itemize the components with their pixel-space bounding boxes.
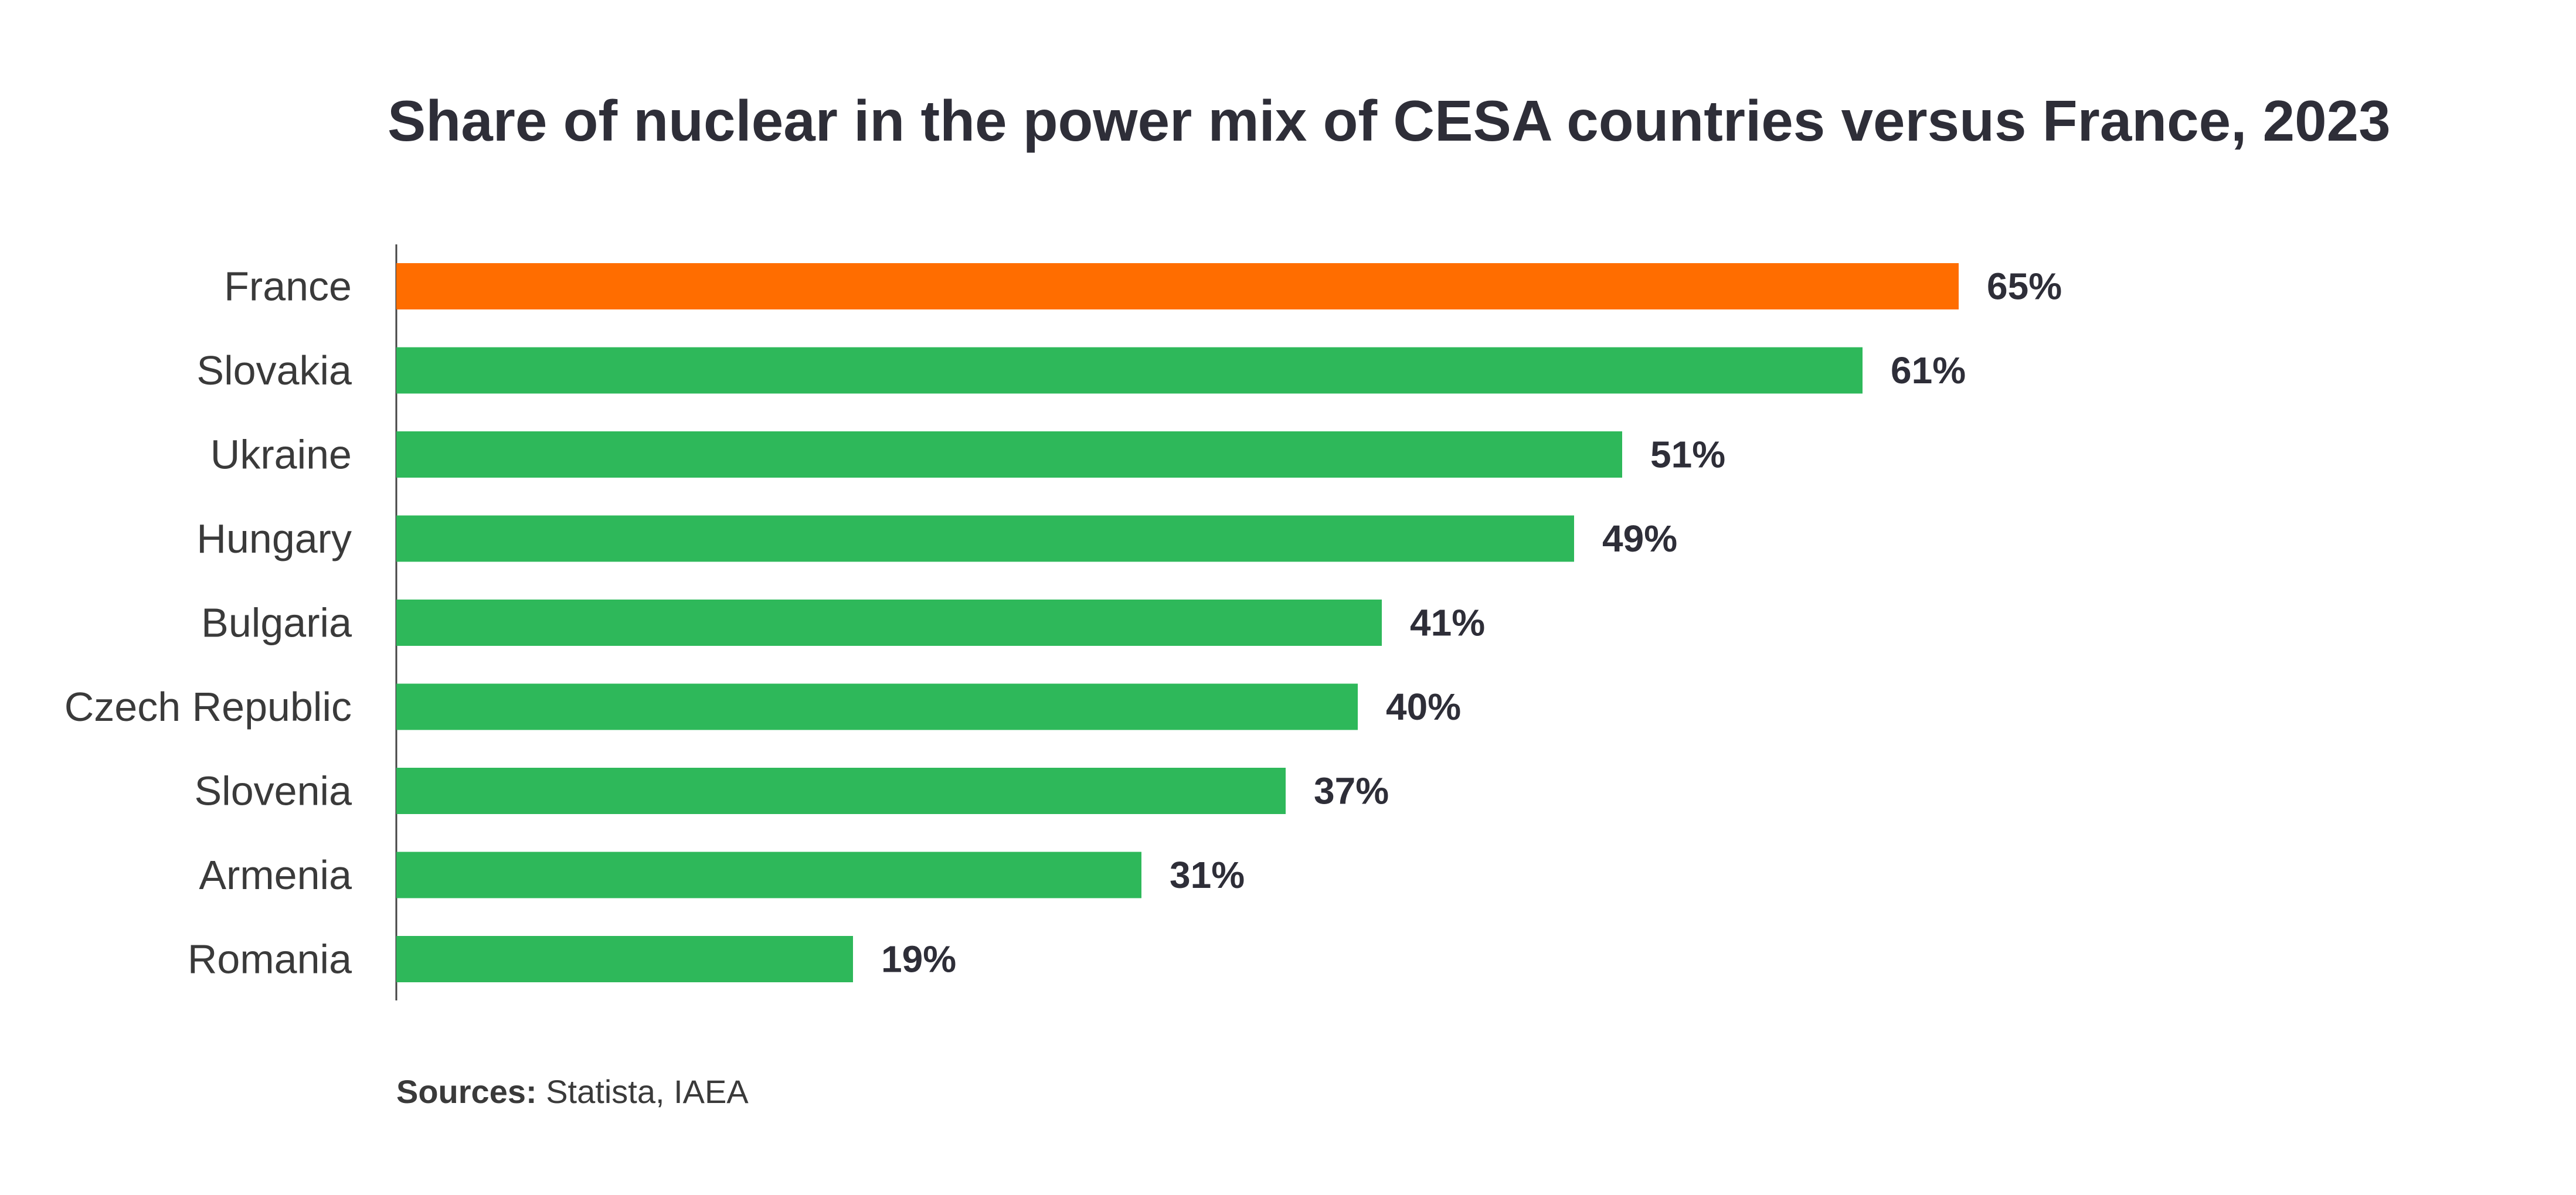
value-label: 51% <box>1650 434 1725 476</box>
value-label: 61% <box>1891 349 1966 391</box>
category-label: Romania <box>188 937 352 982</box>
category-label: Bulgaria <box>201 600 352 646</box>
chart-title: Share of nuclear in the power mix of CES… <box>388 88 2391 153</box>
category-label: Slovakia <box>196 348 352 393</box>
category-label: Slovenia <box>194 768 352 814</box>
value-label: 49% <box>1602 518 1677 560</box>
source-label: Sources: <box>396 1073 537 1110</box>
category-label: Armenia <box>199 852 352 898</box>
bar-hungary <box>396 515 1574 562</box>
bar-slovakia <box>396 347 1863 394</box>
value-label: 19% <box>881 938 956 980</box>
value-label: 31% <box>1170 854 1245 896</box>
source-text: Statista, IAEA <box>536 1073 749 1110</box>
bar-ukraine <box>396 431 1622 478</box>
category-label: Czech Republic <box>64 684 352 730</box>
bar-armenia <box>396 852 1141 898</box>
bar-romania <box>396 936 853 982</box>
bar-czech-republic <box>396 683 1358 730</box>
value-label: 37% <box>1314 770 1389 812</box>
value-label: 65% <box>1987 265 2062 308</box>
category-label: France <box>224 264 352 309</box>
value-label: 41% <box>1410 602 1485 644</box>
bar-slovenia <box>396 768 1286 814</box>
value-label: 40% <box>1386 686 1461 728</box>
bar-bulgaria <box>396 600 1382 646</box>
category-label: Ukraine <box>210 432 352 478</box>
source-note: Sources: Statista, IAEA <box>396 1073 749 1111</box>
bar-france <box>396 263 1959 309</box>
category-label: Hungary <box>196 516 352 561</box>
